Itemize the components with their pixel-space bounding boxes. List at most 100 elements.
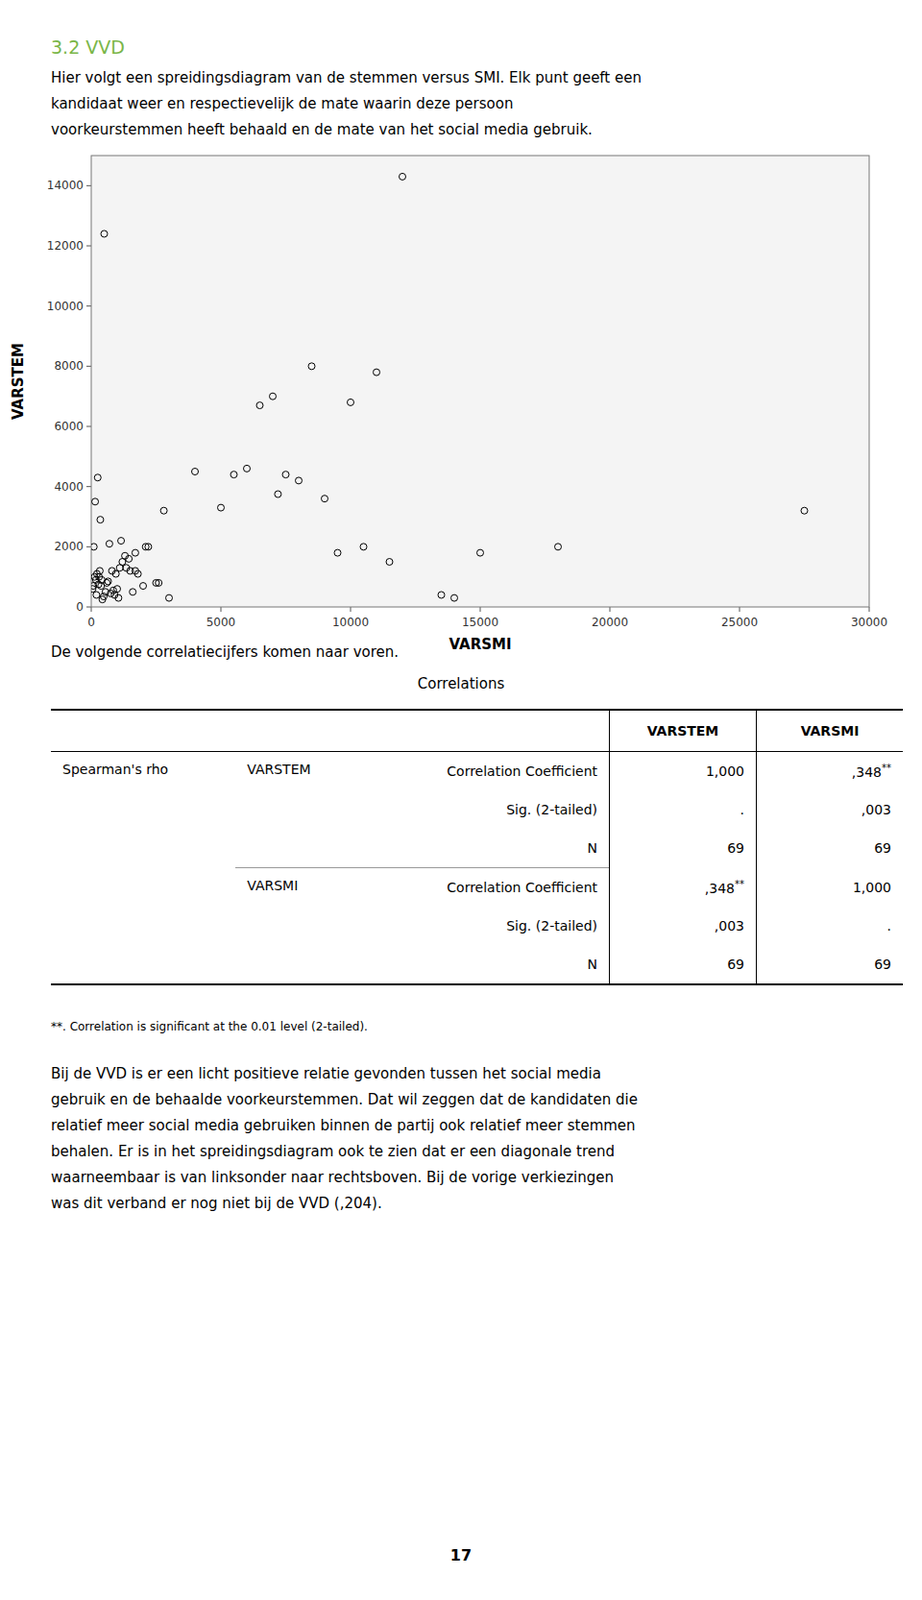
point [192,468,199,476]
cell-value: 69 [727,956,745,972]
point [360,543,367,551]
paragraph: Hier volgt een spreidingsdiagram van de … [50,65,642,144]
table-row: Sig. (2-tailed),003. [50,906,903,946]
point [399,172,407,180]
paragraph-line: waarneembaar is van linksonder naar rech… [50,1164,638,1191]
cell-value: ,003 [861,801,892,818]
point [373,368,381,376]
page: {"chart_data": {"type": "scatter", "x": … [0,0,922,1600]
x-tick-label: 0 [87,615,96,630]
point [166,594,173,602]
table-cell: ,003 [756,790,904,829]
y-tick [86,185,92,187]
y-tick [86,305,92,307]
y-tick-label: 4000 [53,480,84,494]
point [100,230,108,238]
point [334,549,341,557]
cell-value: 69 [727,840,745,856]
y-tick-label: 10000 [47,299,84,314]
point [555,543,562,551]
x-tick [609,606,611,612]
y-tick [86,365,92,367]
point [347,398,355,406]
x-tick [91,606,93,612]
cell-significance: ** [734,878,745,890]
cell-value: 1,000 [852,879,892,896]
point [97,516,104,524]
table-cell: ,348** [756,752,904,792]
y-tick [86,606,92,608]
paragraph-line: Hier volgt een spreidingsdiagram van de … [50,65,642,92]
cell-value: ,348 [704,880,735,897]
y-tick-label: 0 [75,600,84,614]
paragraph: Bij de VVD is er een licht positieve rel… [50,1061,638,1217]
point [115,594,122,602]
row-label: N [360,828,610,869]
table-cell: . [756,906,904,946]
row-label: Correlation Coefficient [360,868,610,908]
point [256,402,264,410]
axes: 0500010000150002000025000300000200040006… [9,155,888,654]
point [93,591,100,599]
table-cell: 69 [756,828,904,869]
point [131,549,139,557]
table-row: Sig. (2-tailed). ,003 [50,790,903,829]
plot-frame [91,155,870,607]
point [92,498,99,506]
x-tick-label: 10000 [332,615,369,630]
cell-value: 1,000 [705,763,745,779]
row-group: VARSMI [235,868,361,986]
footnote: **. Correlation is significant at the 0.… [50,1019,368,1034]
point [477,549,485,557]
cell-value: 69 [873,956,892,972]
y-tick-label: 2000 [53,539,84,554]
x-tick [869,606,871,612]
points [91,172,808,603]
column-header: VARSMI [756,709,904,753]
table-cell: 1,000 [756,868,904,908]
point [308,363,316,370]
point [140,582,147,590]
plot-background [91,155,870,607]
cell-value: . [887,918,892,934]
point [99,593,107,601]
point [122,564,130,572]
table-row: VARSMICorrelation Coefficient,348**1,000 [50,868,903,908]
table-row: N 69 69 [50,828,903,869]
point [96,567,103,575]
point [230,471,238,479]
table-cell: ,003 [609,906,757,946]
table-cell: 1,000 [609,752,757,792]
cell-value: ,003 [714,918,745,934]
table-row: Spearman's rhoVARSTEMCorrelation Coeffic… [50,752,903,792]
table-header-row: VARSTEMVARSMI [50,709,903,753]
x-tick-label: 20000 [591,615,629,630]
point [800,507,808,514]
point [91,543,98,551]
x-tick-label: 15000 [461,615,499,630]
cell-value: . [740,801,745,818]
table-cell: 69 [609,828,757,869]
point [112,570,120,578]
point [282,471,290,479]
y-tick [86,245,92,247]
point [437,591,445,599]
paragraph-line: was dit verband er nog niet bij de VVD (… [50,1190,638,1217]
point [274,490,282,498]
table-cell: 69 [756,945,904,985]
y-tick-label: 14000 [47,178,84,193]
table-cell: . [609,790,757,829]
row-label: N [360,945,610,985]
paragraph-line: Bij de VVD is er een licht positieve rel… [50,1061,638,1088]
cell-value: ,348 [851,764,882,780]
x-tick [739,606,741,612]
row-label: Correlation Coefficient [360,752,610,792]
cell-value: 69 [873,840,892,856]
table-cell: 69 [609,945,757,985]
y-tick-label: 12000 [47,239,84,253]
row-label: Sig. (2-tailed) [360,790,610,829]
y-tick [86,485,92,487]
y-tick [86,546,92,548]
y-axis-label: VARSTEM [9,342,27,420]
point [218,504,225,511]
